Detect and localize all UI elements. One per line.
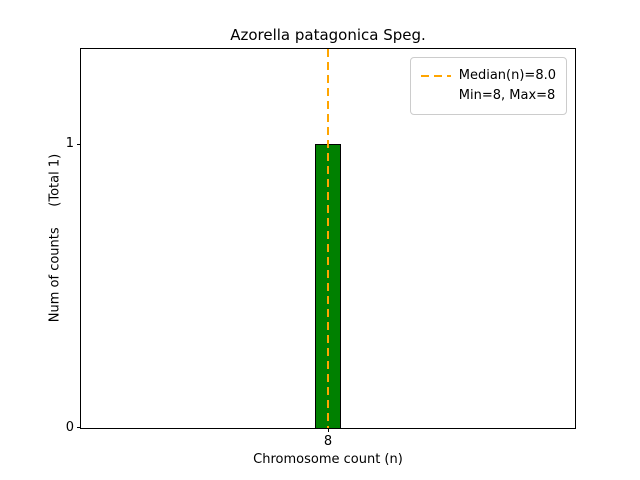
legend-entry-median: Median(n)=8.0	[420, 66, 556, 86]
y-axis-label: Num of counts (Total 1)	[47, 153, 63, 323]
x-axis-label: Chromosome count (n)	[253, 452, 403, 467]
dashed-line-icon	[420, 75, 451, 77]
legend-entry-minmax: Min=8, Max=8	[421, 86, 556, 106]
legend-label-minmax: Min=8, Max=8	[458, 88, 556, 103]
legend: Median(n)=8.0 Min=8, Max=8	[409, 57, 567, 115]
x-tick-label-8: 8	[323, 434, 333, 449]
y-tick-label-1: 1	[65, 136, 74, 151]
x-tick-8	[328, 428, 329, 432]
median-vline	[327, 49, 329, 428]
legend-empty-handle	[421, 95, 451, 97]
plot-area: 1 0 8 Median(n)=8.0 Min=8, Max=8	[66, 48, 576, 449]
legend-label-median: Median(n)=8.0	[458, 68, 556, 83]
y-tick-label-0: 0	[65, 420, 74, 435]
chart-title: Azorella patagonica Speg.	[230, 26, 426, 44]
y-tick-0	[77, 427, 81, 428]
y-tick-1	[77, 144, 81, 145]
